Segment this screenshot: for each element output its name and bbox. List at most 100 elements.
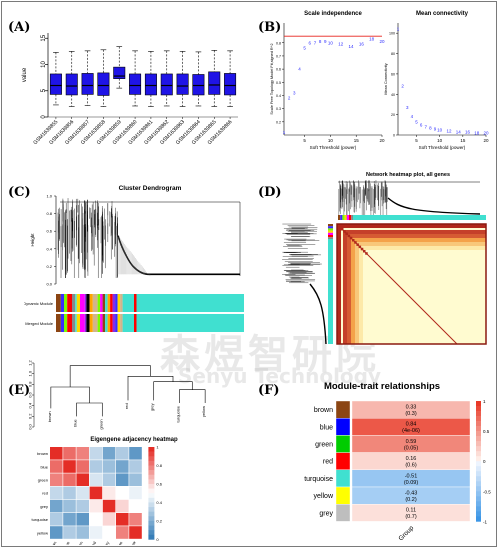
heatmap-cell xyxy=(102,499,116,513)
heatmap-band-v xyxy=(337,224,341,344)
legend-swatch xyxy=(148,460,155,466)
panel-label-f: (F) xyxy=(258,383,280,398)
data-point: 20 xyxy=(379,39,385,44)
cell-correlation: 0.59 xyxy=(406,439,417,445)
x-axis-label: Soft Threshold (power) xyxy=(419,145,466,150)
module-stripe xyxy=(115,314,118,332)
data-point: 12 xyxy=(338,42,344,47)
module-stripe xyxy=(105,314,108,332)
legend-swatch xyxy=(148,497,155,503)
legend-swatch xyxy=(476,491,481,497)
y-tick-label: 0.8 xyxy=(276,41,281,45)
heatmap-cell xyxy=(129,499,142,513)
legend-swatch xyxy=(148,520,155,526)
legend-tick-label: 0 xyxy=(156,537,159,542)
trait-cell xyxy=(351,503,471,522)
heatmap-cell xyxy=(50,486,63,500)
heatmap-cell xyxy=(50,447,63,460)
legend-swatch xyxy=(148,451,155,457)
module-stripe xyxy=(92,294,98,312)
data-point: 7 xyxy=(314,40,317,45)
legend-tick-label: -0.5 xyxy=(483,489,491,494)
legend-swatch xyxy=(148,483,155,489)
row-label: grey xyxy=(40,504,48,509)
legend-tick-label: 0.8 xyxy=(156,463,162,468)
legend-swatch xyxy=(476,481,481,487)
module-stripe xyxy=(75,314,77,332)
data-point: 8 xyxy=(429,125,432,130)
legend-swatch xyxy=(476,456,481,462)
legend-swatch xyxy=(476,421,481,427)
module-turquoise-strip xyxy=(328,239,333,344)
module-label: red xyxy=(323,459,333,466)
cell-pvalue: (0.2) xyxy=(405,497,416,503)
dendro-main-stem xyxy=(387,197,481,215)
legend-swatch xyxy=(148,493,155,499)
heatmap-cell xyxy=(102,473,116,486)
legend-swatch xyxy=(476,441,481,447)
module-stripe xyxy=(60,294,64,312)
legend-swatch xyxy=(476,401,481,407)
heatmap-cell xyxy=(76,460,89,473)
legend-swatch xyxy=(476,516,481,522)
module-trait-heatmap: Module-trait relationships brown 0.33(0.3)… xyxy=(304,381,491,542)
panel-label-e: (E) xyxy=(8,383,31,398)
legend-swatch xyxy=(476,406,481,412)
y-tick-label: 15 xyxy=(41,34,47,41)
x-tick-label: 10 xyxy=(437,138,443,143)
panel-label-b: (B) xyxy=(258,20,282,35)
heatmap-band-h xyxy=(337,224,486,228)
chart-title: Module-trait relationships xyxy=(324,381,440,392)
y-tick-label: 40 xyxy=(391,93,395,97)
heatmap-cell xyxy=(89,447,103,460)
legend-swatch xyxy=(476,431,481,437)
module-stripe xyxy=(76,294,80,312)
cell-correlation: 0.33 xyxy=(406,405,417,411)
panel-label-c: (C) xyxy=(8,185,31,200)
heatmap-band-v xyxy=(347,234,351,344)
heatmap-cell xyxy=(116,526,129,539)
module-color-swatch xyxy=(335,452,351,470)
chart-title: Network heatmap plot, all genes xyxy=(366,172,450,178)
box xyxy=(97,72,110,96)
x-tick-label: 15 xyxy=(354,138,360,143)
box xyxy=(192,74,205,96)
module-color-swatch xyxy=(335,486,351,505)
heatmap-cell xyxy=(129,513,142,526)
row-label: brown xyxy=(37,451,48,456)
y-tick-label: 0.2 xyxy=(46,264,52,269)
heatmap-cell xyxy=(102,447,116,460)
heatmap-cell xyxy=(89,499,103,513)
dendro-link xyxy=(76,402,103,417)
data-point: 16 xyxy=(359,42,365,47)
legend-swatch xyxy=(148,511,155,517)
cell-correlation: -0.43 xyxy=(405,491,418,497)
cell-pvalue: (0.7) xyxy=(405,514,416,520)
chart-title: Mean connectivity xyxy=(416,11,469,17)
col-label: brown xyxy=(48,540,58,545)
module-stripe xyxy=(351,215,354,220)
module-turquoise-strip xyxy=(353,215,486,220)
module-stripe xyxy=(117,314,121,332)
legend-swatch xyxy=(476,501,481,507)
module-stripe xyxy=(112,294,116,312)
dendro-leaf-label: turquoise xyxy=(175,405,180,422)
module-stripe xyxy=(105,294,108,312)
dendro-main-stem xyxy=(309,283,327,345)
y-axis-label: Mean Connectivity xyxy=(384,63,388,94)
dendro-main-stem xyxy=(117,235,240,276)
heatmap-diagonal xyxy=(336,223,458,345)
data-point: 10 xyxy=(437,127,443,132)
module-stripe xyxy=(72,294,76,312)
heatmap-cell xyxy=(89,513,103,526)
heatmap-cell xyxy=(116,447,129,460)
data-point: 9 xyxy=(324,39,327,44)
heatmap-band-h xyxy=(355,242,486,246)
heatmap-cell xyxy=(116,486,129,500)
col-label: yellow xyxy=(127,540,137,545)
box xyxy=(176,73,189,95)
panel-b: Scale independence 0.2 0.3 0.4 0.5 0.6 0.7 0.8 5… xyxy=(268,5,490,155)
data-point: 4 xyxy=(298,67,301,72)
module-turquoise-block xyxy=(122,294,244,312)
